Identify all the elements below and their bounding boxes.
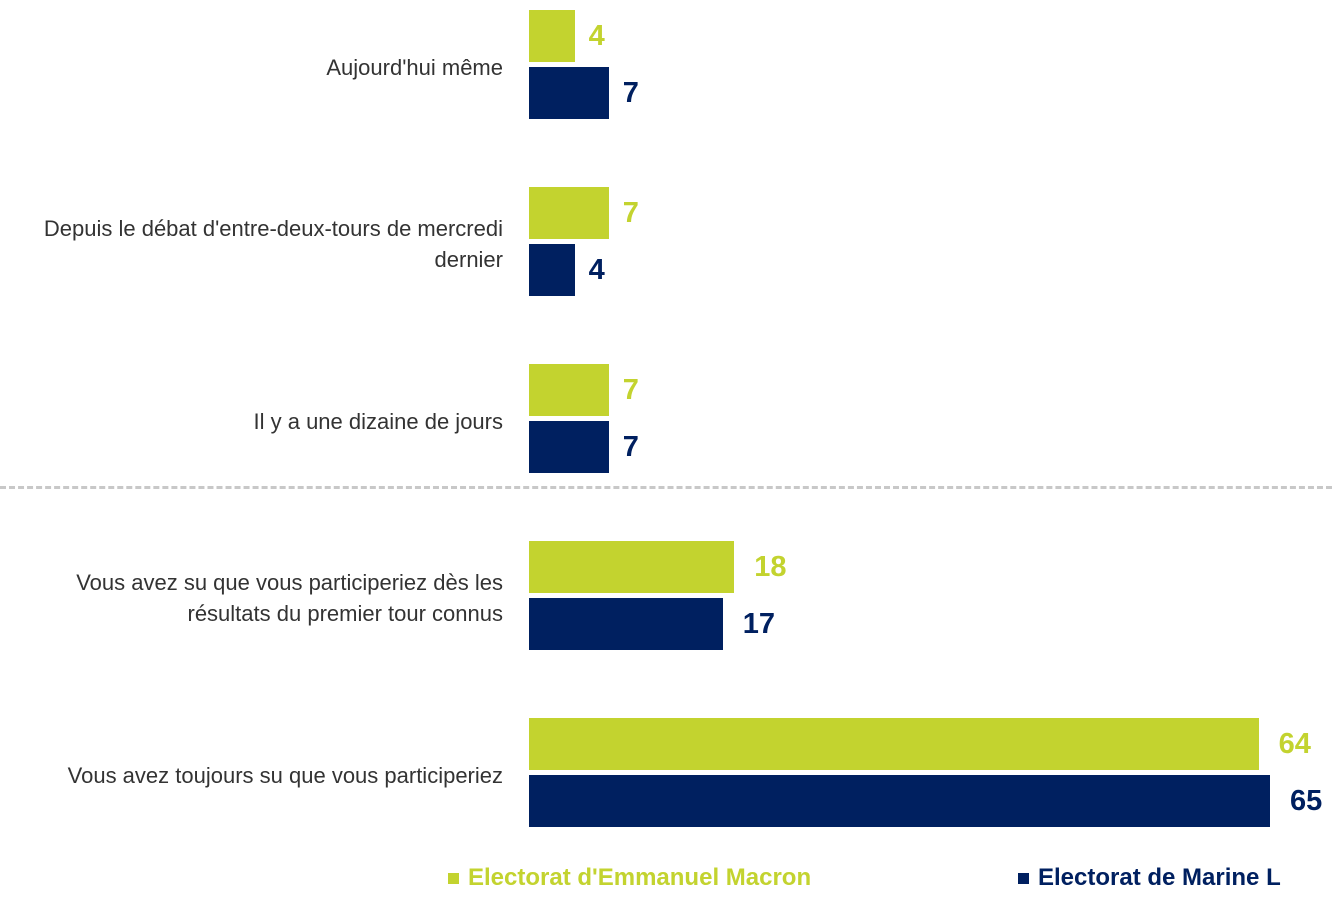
legend-label: Electorat d'Emmanuel Macron: [468, 864, 812, 891]
bar: [529, 67, 609, 119]
category-label: Il y a une dizaine de jours: [0, 364, 504, 478]
category-text: Depuis le débat d'entre-deux-tours de me…: [43, 216, 503, 272]
value-label: 4: [588, 254, 605, 286]
bar: [529, 718, 1259, 770]
category-text: Aujourd'hui même: [326, 54, 503, 80]
value-label: 7: [622, 374, 639, 406]
category-label: Vous avez su que vous participeriez dès …: [0, 541, 503, 655]
bar: [529, 598, 723, 650]
legend-item: Electorat de Marine L: [1018, 864, 1281, 892]
bar: [529, 364, 609, 416]
category-text: Il y a une dizaine de jours: [253, 408, 504, 434]
legend-swatch: [448, 872, 459, 884]
bar: [529, 541, 735, 593]
legend-label: Electorat de Marine L: [1038, 864, 1281, 891]
category-label: Depuis le débat d'entre-deux-tours de me…: [0, 187, 503, 301]
value-label: 65: [1290, 785, 1323, 817]
divider: [0, 486, 1332, 489]
value-label: 4: [588, 20, 605, 52]
bar: [529, 244, 575, 296]
legend-swatch: [1018, 872, 1029, 884]
bar: [529, 775, 1270, 827]
category-label: Vous avez toujours su que vous participe…: [0, 718, 503, 832]
bar: [529, 10, 575, 62]
value-label: 7: [622, 431, 639, 463]
value-label: 64: [1278, 728, 1311, 760]
bar: [529, 421, 609, 473]
category-text: Vous avez toujours su que vous participe…: [67, 762, 503, 788]
value-label: 18: [754, 551, 787, 583]
category-text: Vous avez su que vous participeriez dès …: [76, 570, 503, 626]
value-label: 7: [622, 77, 639, 109]
legend-item: Electorat d'Emmanuel Macron: [448, 864, 811, 892]
category-label: Aujourd'hui même: [0, 10, 503, 124]
value-label: 17: [742, 608, 776, 640]
value-label: 7: [622, 197, 639, 229]
bar: [529, 187, 609, 239]
